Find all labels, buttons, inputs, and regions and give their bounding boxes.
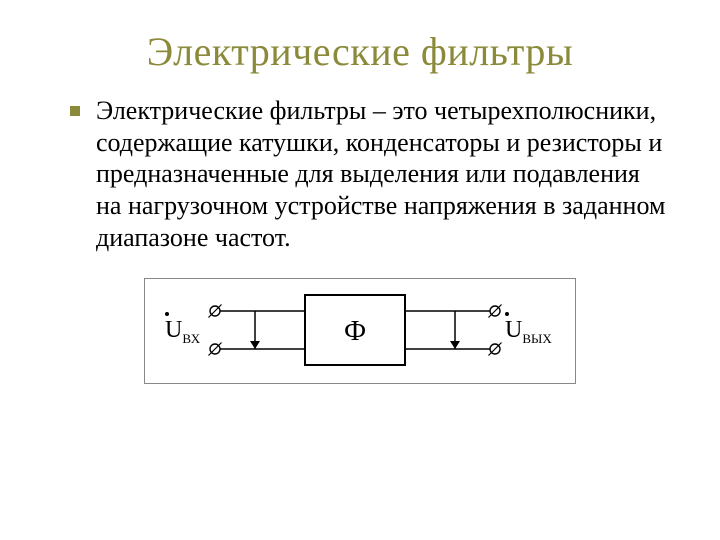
diagram-container: Ф UВХ UВЫХ <box>0 278 720 384</box>
svg-text:Ф: Ф <box>344 315 366 346</box>
svg-text:UВЫХ: UВЫХ <box>505 317 552 346</box>
paragraph-text: Электрические фильтры – это четырехполюс… <box>96 95 670 254</box>
slide-body: Электрические фильтры – это четырехполюс… <box>0 75 720 254</box>
slide: Электрические фильтры Электрические филь… <box>0 0 720 540</box>
bullet-icon <box>70 106 80 116</box>
svg-text:UВХ: UВХ <box>165 317 201 346</box>
diagram-frame: Ф UВХ UВЫХ <box>144 278 576 384</box>
bullet-item: Электрические фильтры – это четырехполюс… <box>70 95 670 254</box>
slide-title: Электрические фильтры <box>0 0 720 75</box>
filter-block-diagram: Ф UВХ UВЫХ <box>155 285 565 377</box>
